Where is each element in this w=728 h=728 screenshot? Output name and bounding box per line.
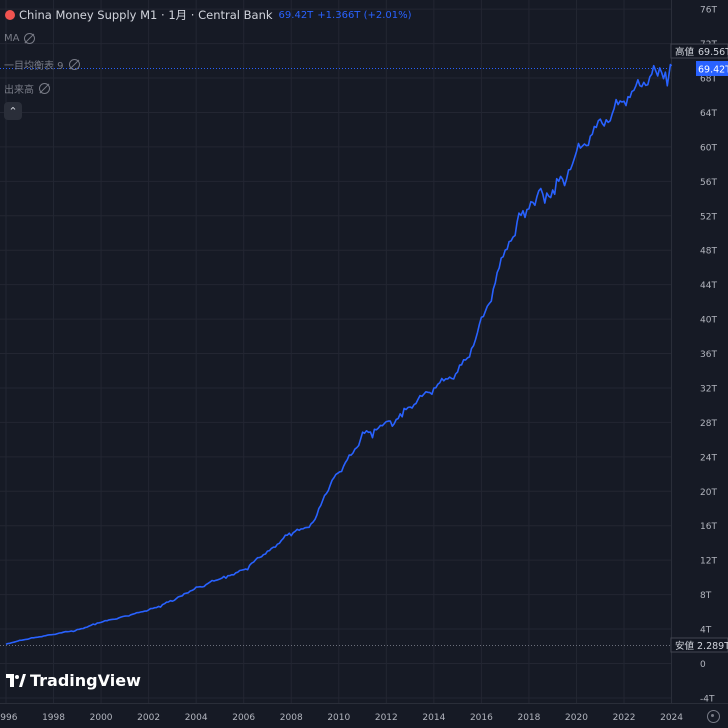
eye-off-icon[interactable] — [39, 83, 50, 94]
x-tick-label: 1996 — [0, 713, 18, 723]
brand-name: TradingView — [30, 671, 141, 690]
y-tick-label: 56T — [700, 178, 717, 188]
last-value: 69.42T — [278, 9, 314, 21]
y-tick-label: 24T — [700, 453, 717, 463]
x-tick-label: 2014 — [422, 713, 445, 723]
eye-off-icon[interactable] — [68, 59, 80, 70]
x-tick-label: 2018 — [517, 713, 540, 723]
tradingview-logo[interactable]: TradingView — [6, 671, 141, 690]
indicator-label: 一目均衡表 9 — [4, 61, 64, 72]
chevron-up-icon: ⌃ — [8, 104, 18, 118]
y-tick-label: 48T — [700, 247, 717, 257]
low-tag-value: 2.289T — [697, 641, 728, 652]
x-tick-label: 2000 — [90, 713, 113, 723]
collapse-legend-button[interactable]: ⌃ — [4, 102, 22, 120]
y-tick-label: 12T — [700, 557, 717, 567]
x-tick-label: 2008 — [280, 713, 303, 723]
indicator-ichimoku[interactable]: 一目均衡表 9 — [4, 57, 80, 72]
y-tick-label: 8T — [700, 591, 712, 601]
last-value-tag: 69.42T — [698, 65, 728, 76]
y-tick-label: 16T — [700, 522, 717, 532]
x-tick-label: 2022 — [613, 713, 636, 723]
x-tick-label: 1998 — [42, 713, 65, 723]
x-tick-label: 2016 — [470, 713, 493, 723]
y-tick-label: 36T — [700, 350, 717, 360]
x-tick-label: 2024 — [660, 713, 683, 723]
y-tick-label: 52T — [700, 212, 717, 222]
x-tick-label: 2004 — [185, 713, 208, 723]
high-tag-value: 69.56T — [698, 47, 728, 58]
eye-off-icon[interactable] — [24, 33, 36, 44]
high-tag-label: 高値 — [675, 46, 695, 58]
y-tick-label: 28T — [700, 419, 717, 429]
y-tick-label: 44T — [700, 281, 717, 291]
y-tick-label: 32T — [700, 384, 717, 394]
y-tick-label: 64T — [700, 109, 717, 119]
x-axis: 1996 1998 2000 2002 2004 2006 2008 2010 2012 2014… — [0, 713, 683, 723]
indicator-label: MA — [4, 33, 20, 44]
x-tick-label: 2010 — [327, 713, 350, 723]
chart-header: China Money Supply M1 · 1月 · Central Ban… — [0, 6, 412, 24]
y-axis: 76T72T68T64T60T56T52T48T44T40T36T32T28T2… — [700, 6, 717, 705]
change-value: +1.366T (+2.01%) — [317, 9, 412, 21]
high-tag-bg — [670, 43, 728, 59]
low-tag-bg — [670, 637, 728, 653]
y-tick-label: 0 — [700, 660, 706, 670]
y-tick-label: 68T — [700, 75, 717, 85]
x-tick-label: 2002 — [137, 713, 160, 723]
y-tick-label: 4T — [700, 626, 712, 636]
indicator-volume[interactable]: 出来高 — [4, 81, 50, 96]
y-tick-label: 40T — [700, 316, 717, 326]
y-tick-label: -4T — [700, 694, 715, 704]
series-line-m1 — [5, 63, 673, 645]
indicator-ma[interactable]: MA — [4, 33, 36, 44]
settings-icon[interactable] — [707, 710, 720, 723]
grid-layer — [0, 0, 728, 704]
y-tick-label: 60T — [700, 143, 717, 153]
x-tick-label: 2020 — [565, 713, 588, 723]
symbol-title[interactable]: China Money Supply M1 · 1月 · Central Ban… — [19, 8, 273, 22]
indicator-label: 出来高 — [4, 85, 34, 96]
symbol-icon[interactable] — [5, 10, 15, 20]
x-tick-label: 2006 — [232, 713, 255, 723]
last-value-tag-bg — [696, 61, 728, 76]
y-tick-label: 76T — [700, 6, 717, 16]
y-tick-label: 20T — [700, 488, 717, 498]
low-tag-label: 安値 — [675, 640, 695, 652]
tradingview-logo-icon — [6, 673, 26, 687]
x-tick-label: 2012 — [375, 713, 398, 723]
